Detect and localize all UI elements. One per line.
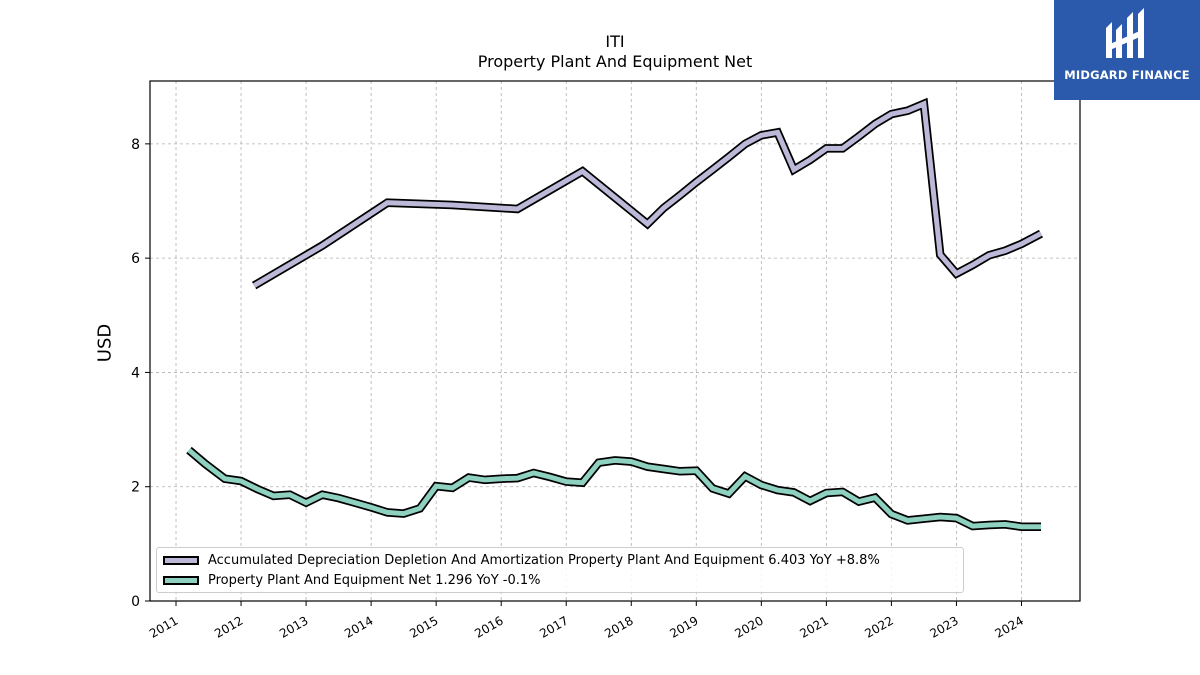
legend-swatch-ppe-net xyxy=(163,575,199,585)
logo-text: MIDGARD FINANCE xyxy=(1064,68,1190,82)
legend: Accumulated Depreciation Depletion And A… xyxy=(156,547,964,593)
x-tick-label: 2016 xyxy=(472,613,505,640)
legend-label-ppe-net: Property Plant And Equipment Net 1.296 Y… xyxy=(208,572,541,588)
x-tick-label: 2022 xyxy=(862,613,895,640)
x-tick-label: 2012 xyxy=(212,613,245,640)
x-tick-label: 2013 xyxy=(277,613,310,640)
x-tick-label: 2018 xyxy=(602,613,635,640)
x-tick-label: 2011 xyxy=(147,613,180,640)
series-line-ppe-net xyxy=(187,448,1041,530)
x-tick-label: 2014 xyxy=(342,613,375,640)
y-tick-label: 8 xyxy=(131,137,140,153)
x-tick-label: 2024 xyxy=(993,613,1026,640)
midgard-finance-logo: MIDGARD FINANCE xyxy=(1054,0,1200,100)
legend-label-accumulated-depreciation: Accumulated Depreciation Depletion And A… xyxy=(208,552,880,568)
x-tick-label: 2015 xyxy=(407,613,440,640)
y-axis-label: USD xyxy=(94,323,116,363)
y-tick-label: 0 xyxy=(131,594,140,610)
y-tick-label: 2 xyxy=(131,480,140,496)
legend-item-accumulated-depreciation: Accumulated Depreciation Depletion And A… xyxy=(163,551,880,569)
plot-frame xyxy=(149,80,1081,602)
chart-title: ITI xyxy=(605,32,625,51)
x-tick-label: 2019 xyxy=(667,613,700,640)
legend-item-ppe-net: Property Plant And Equipment Net 1.296 Y… xyxy=(163,571,541,589)
x-tick-label: 2023 xyxy=(927,613,960,640)
logo-mark-icon xyxy=(1106,8,1144,58)
legend-swatch-accumulated-depreciation xyxy=(163,555,199,565)
x-tick-label: 2020 xyxy=(732,613,765,640)
gridlines xyxy=(150,81,1080,602)
y-tick-label: 4 xyxy=(131,365,140,381)
y-tick-label: 6 xyxy=(131,251,140,267)
series-lines xyxy=(186,97,1043,531)
x-tick-label: 2021 xyxy=(797,613,830,640)
series-line-accumulated-depreciation xyxy=(252,100,1043,288)
chart-subtitle: Property Plant And Equipment Net xyxy=(477,52,753,71)
x-tick-label: 2017 xyxy=(537,613,570,640)
